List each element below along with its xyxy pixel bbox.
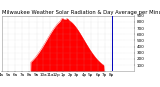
Text: Milwaukee Weather Solar Radiation & Day Average per Minute W/m² (Today): Milwaukee Weather Solar Radiation & Day … [2, 10, 160, 15]
